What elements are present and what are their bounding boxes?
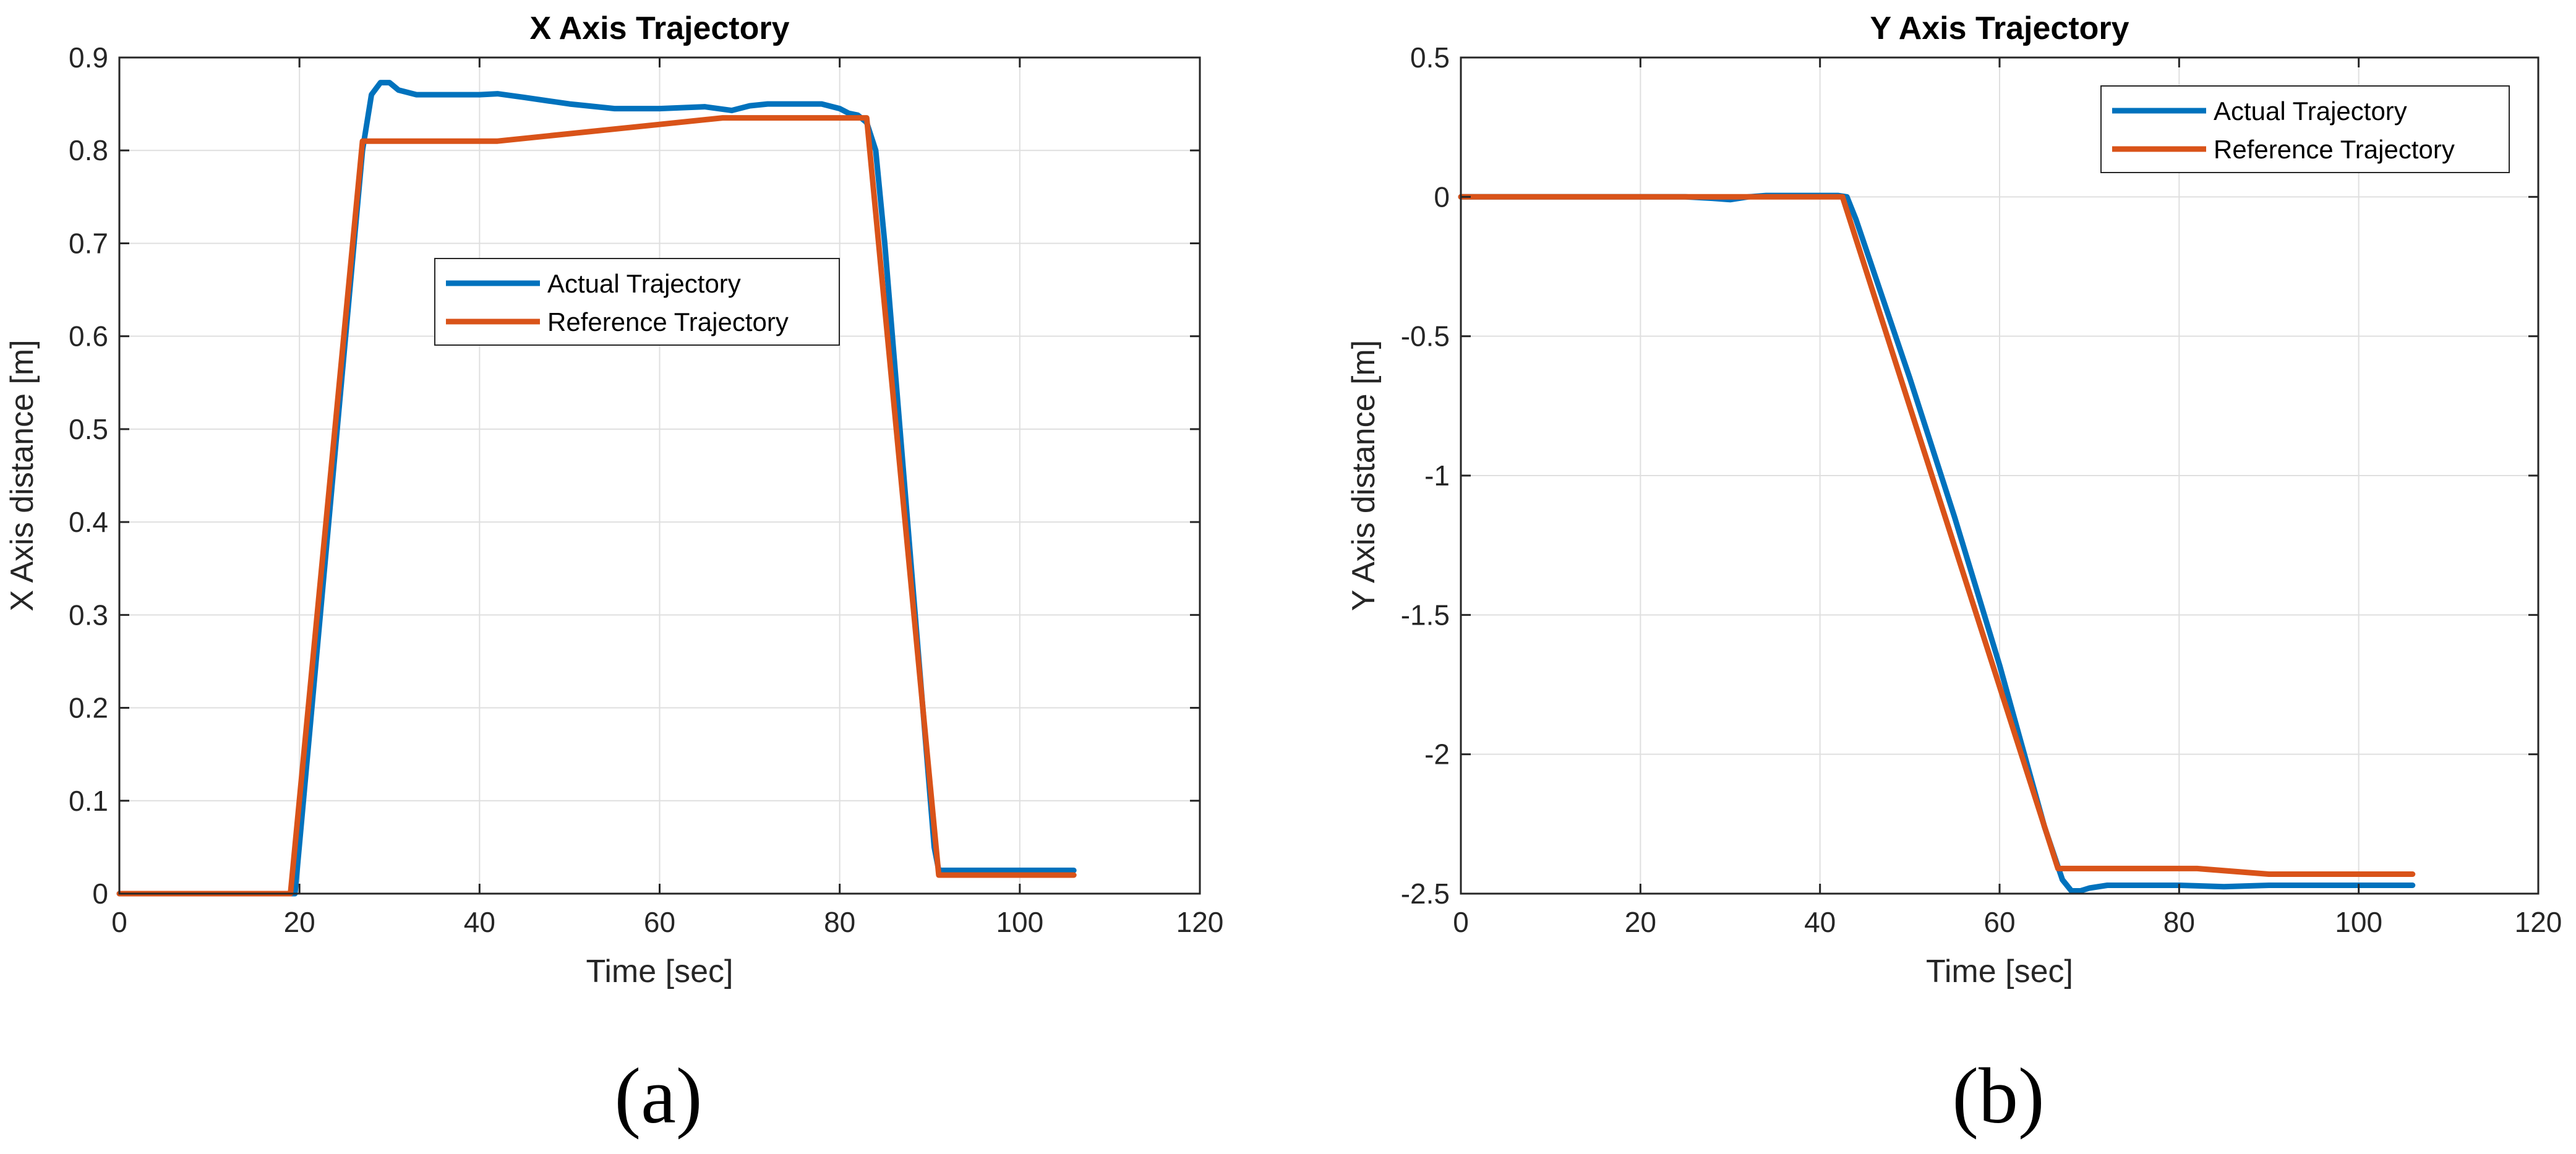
chart-y-axis-trajectory: 0 20 40 60 80 100 120 -2.5 -2 -1.5 -1 -0.5 0 0.5 Y Ax… — [1346, 11, 2562, 1140]
x-tick-label: 80 — [824, 906, 855, 938]
y-tick-label: -0.5 — [1401, 320, 1450, 353]
series-line-actual — [116, 80, 1077, 897]
legend-box — [2100, 85, 2510, 173]
tick-labels: 0 20 40 60 80 100 120 0 0.1 0.2 0.3 0.4 0.5 0.6 0.7 0.8… — [69, 41, 1223, 938]
y-tick-label: 0.2 — [69, 692, 108, 724]
chart-title: X Axis Trajectory — [529, 11, 789, 46]
tick-labels: 0 20 40 60 80 100 120 -2.5 -2 -1.5 -1 -0.5 0 0.5 — [1401, 41, 2562, 938]
x-tick-label: 60 — [1983, 906, 2015, 938]
y-tick-label: 0.4 — [69, 506, 108, 538]
y-tick-label: 0.6 — [69, 320, 108, 353]
y-tick-label: 0 — [92, 878, 108, 910]
series-line-reference — [116, 115, 1077, 897]
x-tick-label: 120 — [2515, 906, 2562, 938]
legend-label-reference: Reference Trajectory — [547, 307, 789, 336]
legend: Actual Trajectory Reference Trajectory — [2100, 85, 2510, 173]
series-line-actual — [1458, 192, 2416, 894]
y-tick-label: -1 — [1424, 459, 1450, 492]
x-tick-label: 40 — [464, 906, 495, 938]
y-tick-label: 0.3 — [69, 599, 108, 631]
y-tick-label: -1.5 — [1401, 599, 1450, 631]
x-tick-label: 20 — [284, 906, 315, 938]
x-axis-label: Time [sec] — [1926, 954, 2073, 989]
x-tick-label: 0 — [1453, 906, 1469, 938]
x-tick-label: 0 — [111, 906, 127, 938]
legend: Actual Trajectory Reference Trajectory — [434, 258, 840, 346]
x-tick-label: 60 — [644, 906, 675, 938]
chart-x-axis-trajectory: 0 20 40 60 80 100 120 0 0.1 0.2 0.3 0.4 0.5 0.6 0.7 0.8… — [4, 11, 1223, 1140]
x-tick-label: 20 — [1625, 906, 1656, 938]
y-tick-label: 0.1 — [69, 785, 108, 817]
x-tick-label: 40 — [1804, 906, 1836, 938]
y-tick-label: 0.7 — [69, 227, 108, 259]
y-axis-label: Y Axis distance [m] — [1346, 340, 1382, 611]
y-tick-label: -2 — [1424, 738, 1450, 771]
grid-lines — [119, 57, 1200, 894]
legend-label-actual: Actual Trajectory — [2214, 96, 2407, 126]
chart-title: Y Axis Trajectory — [1870, 11, 2129, 46]
y-tick-label: 0.5 — [1410, 41, 1450, 74]
series-lines — [1458, 192, 2416, 894]
grid-lines — [1460, 57, 2539, 894]
y-tick-label: 0.9 — [69, 41, 108, 74]
series-lines — [116, 80, 1077, 897]
series-line-reference — [1458, 194, 2416, 877]
figure-caption: (a) — [614, 1052, 702, 1140]
legend-label-actual: Actual Trajectory — [547, 269, 741, 298]
y-tick-label: -2.5 — [1401, 878, 1450, 910]
legend-box — [434, 258, 840, 346]
x-tick-label: 120 — [1176, 906, 1224, 938]
x-axis-label: Time [sec] — [586, 954, 734, 989]
x-tick-label: 100 — [996, 906, 1043, 938]
y-tick-label: 0.5 — [69, 413, 108, 445]
y-tick-label: 0.8 — [69, 134, 108, 166]
x-tick-label: 100 — [2335, 906, 2382, 938]
legend-label-reference: Reference Trajectory — [2214, 135, 2455, 164]
y-axis-label: X Axis distance [m] — [4, 340, 40, 611]
y-tick-label: 0 — [1434, 181, 1450, 213]
figure-caption: (b) — [1952, 1052, 2044, 1140]
x-tick-label: 80 — [2163, 906, 2195, 938]
